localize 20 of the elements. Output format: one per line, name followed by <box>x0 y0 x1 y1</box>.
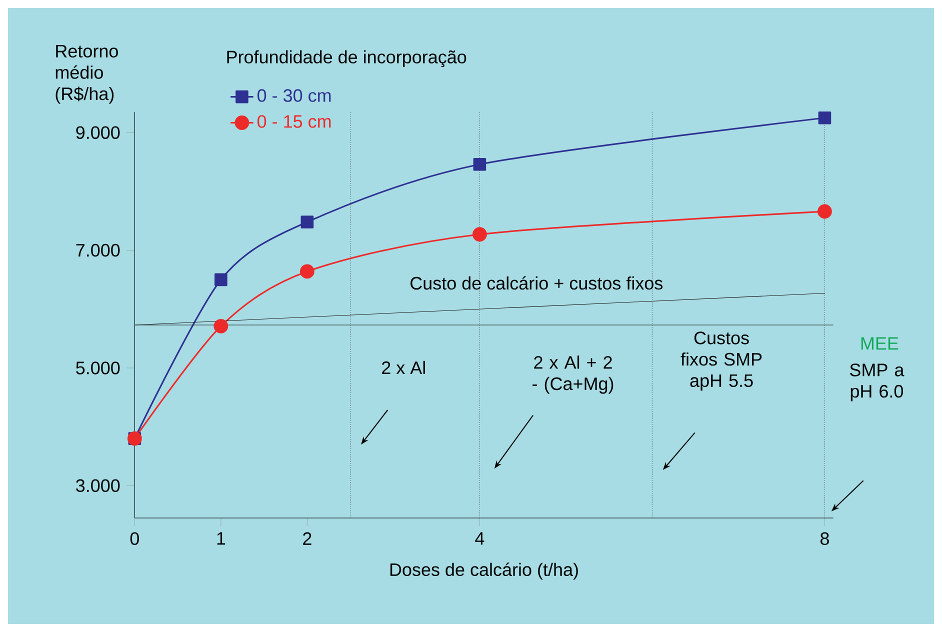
y-tick-label: 3.000 <box>76 479 120 492</box>
y-tick-label: 9.000 <box>76 126 120 139</box>
text: MEE <box>861 337 898 350</box>
x-tick-label: 1 <box>217 532 226 545</box>
legend-label: 0 - 15 cm <box>258 115 331 128</box>
annotation: Custo de calcário + custos fixos <box>410 276 663 290</box>
ref-line-label: SMP a pH 6.0 <box>850 364 904 402</box>
ref-line-label: 2 x Al <box>382 360 425 374</box>
legend-title: Profundidade de incorporação <box>227 50 466 68</box>
ref-line-label: 2 x Al + 2 - (Ca+Mg) <box>532 356 614 394</box>
y-tick-label: 5.000 <box>76 362 120 374</box>
x-axis-title: Doses de calcário (t/ha) <box>390 562 578 580</box>
x-tick-label: 4 <box>475 532 484 545</box>
x-tick-label: 8 <box>820 532 829 545</box>
legend-label: 0 - 30 cm <box>258 89 331 102</box>
y-axis-title: Retorno médio (R$/ha) <box>56 44 118 104</box>
y-tick-label: 7.000 <box>76 244 120 257</box>
x-tick-label: 0 <box>130 532 139 545</box>
x-tick-label: 2 <box>303 532 312 545</box>
ref-line-label: Custos fixos SMP apH 5.5 <box>680 332 762 391</box>
